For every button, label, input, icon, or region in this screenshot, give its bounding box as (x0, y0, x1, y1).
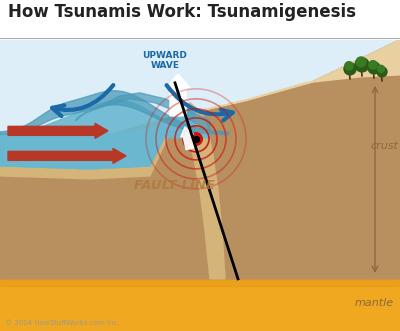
Polygon shape (0, 109, 185, 169)
Text: © 2004 HowStuffWorks.com Inc.: © 2004 HowStuffWorks.com Inc. (5, 320, 120, 326)
Polygon shape (175, 103, 225, 279)
FancyArrow shape (181, 127, 194, 150)
Polygon shape (75, 93, 210, 131)
FancyArrow shape (8, 148, 126, 164)
Circle shape (356, 57, 366, 67)
Circle shape (377, 67, 387, 77)
Circle shape (345, 62, 353, 70)
Bar (0, 279, 400, 331)
Text: UPWARD
WAVE: UPWARD WAVE (142, 51, 188, 70)
Polygon shape (0, 106, 195, 169)
Polygon shape (200, 40, 400, 111)
Circle shape (369, 61, 377, 69)
Circle shape (344, 63, 356, 75)
Circle shape (378, 65, 384, 72)
Text: mantle: mantle (355, 298, 394, 308)
Polygon shape (0, 100, 210, 138)
Bar (0, 279, 400, 286)
Circle shape (355, 58, 369, 72)
FancyArrow shape (8, 123, 108, 138)
Text: FAULT LINE: FAULT LINE (134, 179, 216, 192)
Polygon shape (0, 91, 229, 135)
Text: How Tsunamis Work: Tsunamigenesis: How Tsunamis Work: Tsunamigenesis (8, 3, 356, 21)
Polygon shape (0, 106, 200, 179)
Circle shape (368, 62, 380, 74)
Text: crust: crust (370, 141, 398, 151)
Polygon shape (0, 40, 400, 279)
FancyArrow shape (166, 74, 190, 116)
